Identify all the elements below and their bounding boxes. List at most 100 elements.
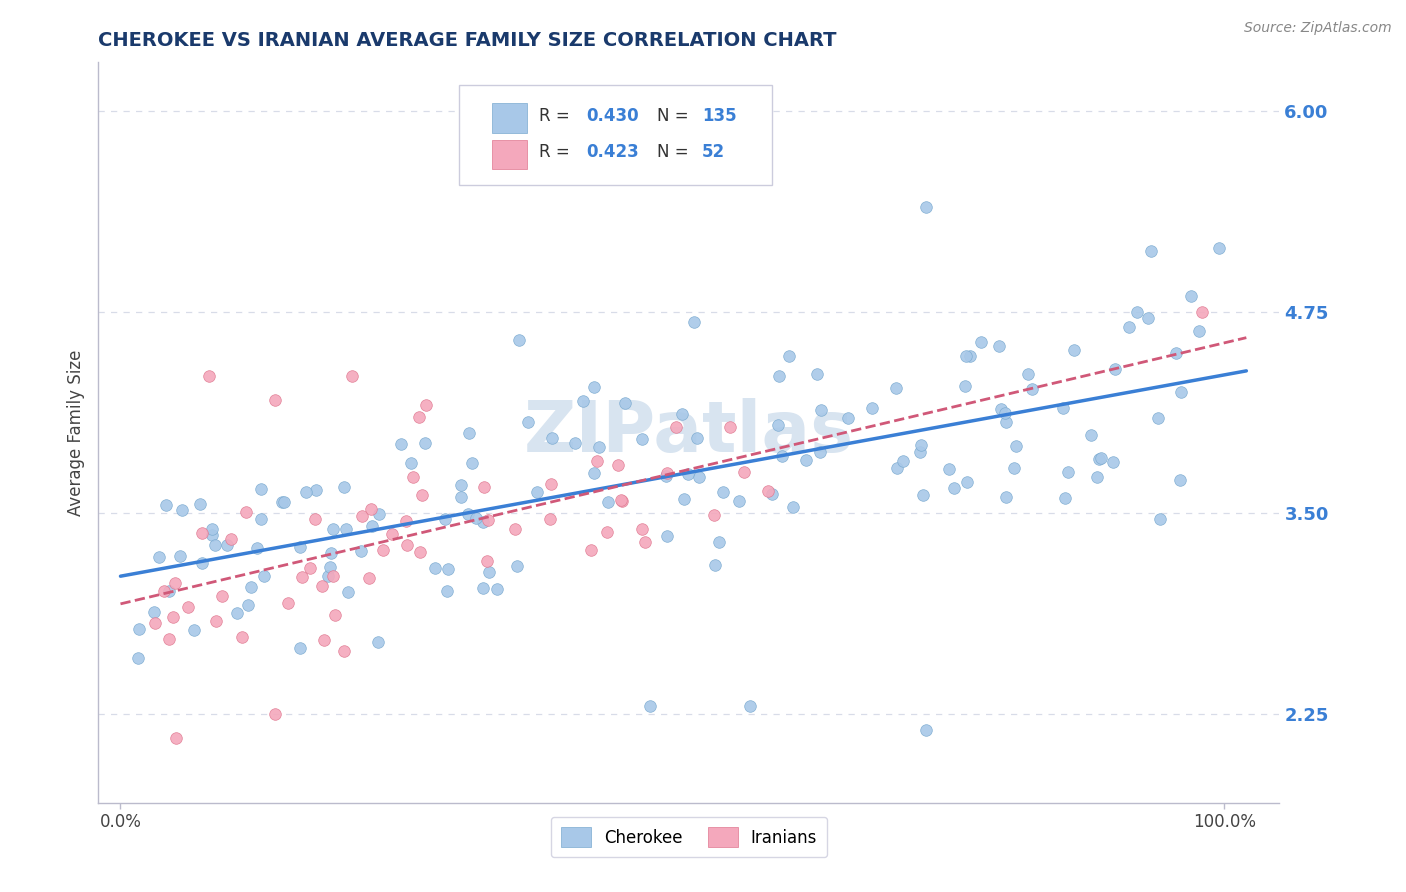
Point [350,544,373,558]
Text: R =: R = [538,107,575,125]
Point [188,497,211,511]
Point [938,462,960,476]
Point [335,522,357,536]
Point [157,583,180,598]
Point [506,559,529,574]
Point [411,488,433,502]
Point [316,569,339,583]
Point [503,522,526,536]
Point [305,483,328,497]
Point [609,492,631,507]
Point [450,490,472,504]
Point [290,540,312,554]
Point [291,569,314,583]
Point [588,440,610,454]
Point [408,409,430,424]
Point [1005,439,1028,453]
Point [226,606,249,620]
Point [1002,461,1025,475]
Point [304,512,326,526]
Point [1057,465,1080,479]
Point [630,522,652,536]
Point [201,522,224,536]
Point [1085,470,1108,484]
Text: N =: N = [657,107,695,125]
Point [250,482,273,496]
Point [464,510,486,524]
Point [162,609,184,624]
Point [703,558,725,573]
Point [607,458,630,473]
Point [127,651,149,665]
Point [322,523,344,537]
Point [794,452,817,467]
Text: Source: ZipAtlas.com: Source: ZipAtlas.com [1244,21,1392,35]
Point [908,445,931,459]
Point [371,542,394,557]
Point [239,581,262,595]
Point [1147,411,1170,425]
Point [810,402,832,417]
Point [401,456,423,470]
Point [436,583,458,598]
Point [472,516,495,530]
Point [1052,401,1074,415]
Point [657,529,679,543]
Point [837,411,859,425]
Point [157,632,180,647]
Point [1102,455,1125,469]
Point [290,641,312,656]
Text: 135: 135 [702,107,737,125]
Point [402,470,425,484]
Point [321,546,343,560]
Point [612,494,634,508]
Point [778,349,800,363]
Text: CHEROKEE VS IRANIAN AVERAGE FAMILY SIZE CORRELATION CHART: CHEROKEE VS IRANIAN AVERAGE FAMILY SIZE … [98,30,837,50]
Point [1140,244,1163,258]
Point [686,431,709,445]
Point [688,469,710,483]
Point [252,569,274,583]
Point [472,582,495,596]
Point [579,543,602,558]
Point [478,565,501,579]
Point [155,498,177,512]
Point [360,518,382,533]
Point [1149,512,1171,526]
Point [204,538,226,552]
Point [768,417,790,432]
Point [1063,343,1085,358]
Point [970,334,993,349]
Point [472,480,495,494]
FancyBboxPatch shape [458,85,772,185]
Point [1118,319,1140,334]
Point [768,369,790,384]
Point [264,393,287,408]
Point [988,339,1011,353]
Point [1126,304,1149,318]
Point [436,562,458,576]
Point [183,623,205,637]
Point [707,535,730,549]
Point [1104,362,1126,376]
Point [1208,240,1230,254]
Point [264,707,287,722]
Point [1188,324,1211,338]
Point [152,583,174,598]
Point [477,513,499,527]
Point [201,528,224,542]
Point [295,484,318,499]
Point [170,503,193,517]
Point [231,630,253,644]
Point [322,569,344,583]
Point [956,475,979,490]
Point [943,481,966,495]
Point [582,380,605,394]
Text: 0.423: 0.423 [586,144,638,161]
Point [596,495,619,509]
Point [738,699,761,714]
Point [332,480,354,494]
Point [205,614,228,628]
Point [350,509,373,524]
Point [540,476,562,491]
